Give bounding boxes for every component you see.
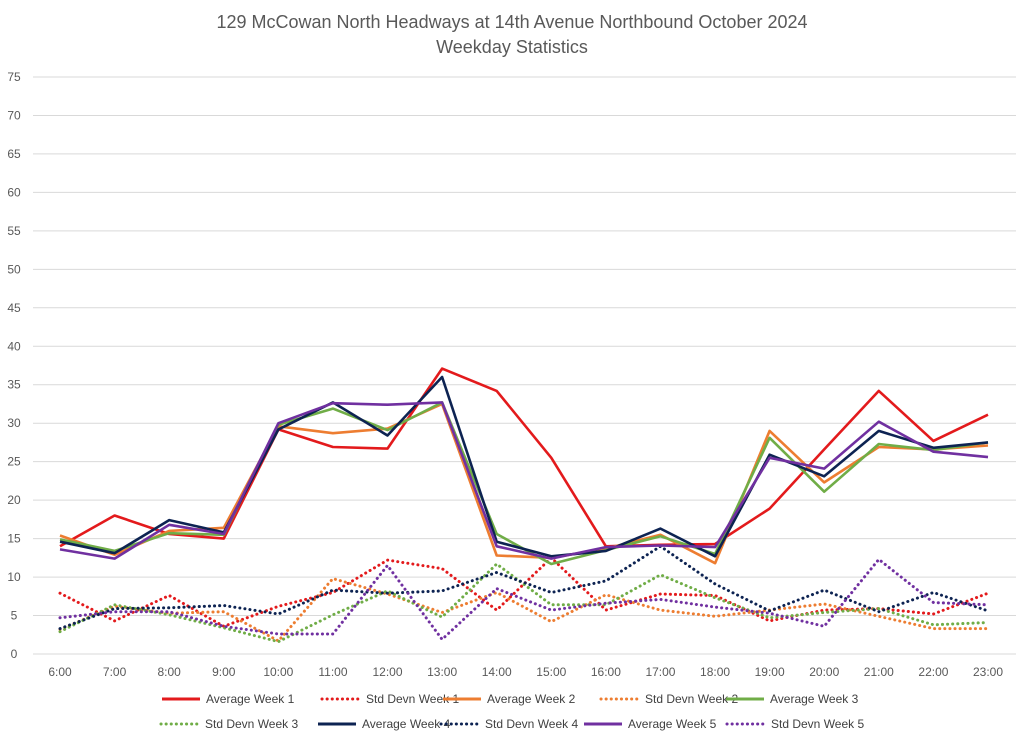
legend-label: Std Devn Week 1 — [366, 692, 459, 706]
legend-label: Average Week 4 — [362, 717, 451, 731]
legend: Average Week 1 Std Devn Week 1 Average Wee… — [159, 692, 864, 731]
x-tick-label: 15:00 — [536, 665, 566, 679]
legend-label: Average Week 1 — [206, 692, 295, 706]
y-tick-label: 75 — [7, 70, 21, 84]
y-tick-label: 45 — [7, 301, 21, 315]
series-line-std-devn-week-5 — [58, 557, 990, 641]
x-tick-label: 22:00 — [918, 665, 948, 679]
legend-label: Std Devn Week 4 — [485, 717, 578, 731]
y-tick-label: 40 — [7, 339, 21, 353]
legend-label: Average Week 3 — [770, 692, 859, 706]
y-tick-label: 55 — [7, 224, 21, 238]
gridlines — [33, 76, 1016, 655]
y-tick-label: 5 — [11, 609, 18, 623]
x-tick-label: 9:00 — [212, 665, 236, 679]
y-tick-label: 60 — [7, 185, 21, 199]
series-line-average-week-5 — [59, 401, 989, 560]
legend-label: Std Devn Week 3 — [205, 717, 298, 731]
x-tick-label: 13:00 — [427, 665, 457, 679]
y-tick-label: 25 — [7, 455, 21, 469]
x-axis-ticks: 6:00 7:00 8:00 9:00 10:00 11:00 12:00 13:00 14:0… — [48, 665, 1003, 679]
x-tick-label: 6:00 — [48, 665, 72, 679]
legend-label: Average Week 2 — [487, 692, 576, 706]
series-line-std-devn-week-3 — [58, 562, 990, 644]
y-tick-label: 35 — [7, 378, 21, 392]
x-tick-label: 14:00 — [482, 665, 512, 679]
y-tick-label: 70 — [7, 108, 21, 122]
x-tick-label: 12:00 — [373, 665, 403, 679]
y-tick-label: 15 — [7, 532, 21, 546]
legend-label: Std Devn Week 2 — [645, 692, 738, 706]
x-tick-label: 11:00 — [318, 665, 347, 679]
x-tick-label: 18:00 — [700, 665, 730, 679]
chart-subtitle: Weekday Statistics — [436, 37, 588, 57]
series-line-std-devn-week-4 — [58, 544, 990, 631]
legend-label: Average Week 5 — [628, 717, 717, 731]
x-tick-label: 16:00 — [591, 665, 621, 679]
y-tick-label: 50 — [7, 262, 21, 276]
x-tick-label: 10:00 — [263, 665, 293, 679]
legend-label: Std Devn Week 5 — [771, 717, 864, 731]
y-tick-label: 65 — [7, 147, 21, 161]
y-tick-label: 30 — [7, 416, 21, 430]
chart-title: 129 McCowan North Headways at 14th Avenu… — [216, 12, 807, 32]
x-tick-label: 20:00 — [809, 665, 839, 679]
x-tick-label: 23:00 — [973, 665, 1003, 679]
series-line-std-devn-week-1 — [58, 556, 990, 628]
x-tick-label: 7:00 — [103, 665, 127, 679]
y-tick-label: 20 — [7, 493, 21, 507]
series-line-average-week-1 — [59, 367, 989, 548]
series-lines — [58, 367, 990, 644]
x-tick-label: 19:00 — [755, 665, 785, 679]
y-tick-label: 10 — [7, 570, 21, 584]
series-line-average-week-2 — [59, 402, 989, 565]
x-tick-label: 17:00 — [645, 665, 675, 679]
series-line-average-week-3 — [59, 401, 989, 566]
series-line-average-week-4 — [59, 375, 989, 558]
y-axis-ticks: 0 5 10 15 20 25 30 35 40 45 50 55 60 65 70 75 — [7, 70, 21, 661]
x-tick-label: 21:00 — [864, 665, 894, 679]
x-tick-label: 8:00 — [157, 665, 181, 679]
y-tick-label: 0 — [11, 647, 18, 661]
